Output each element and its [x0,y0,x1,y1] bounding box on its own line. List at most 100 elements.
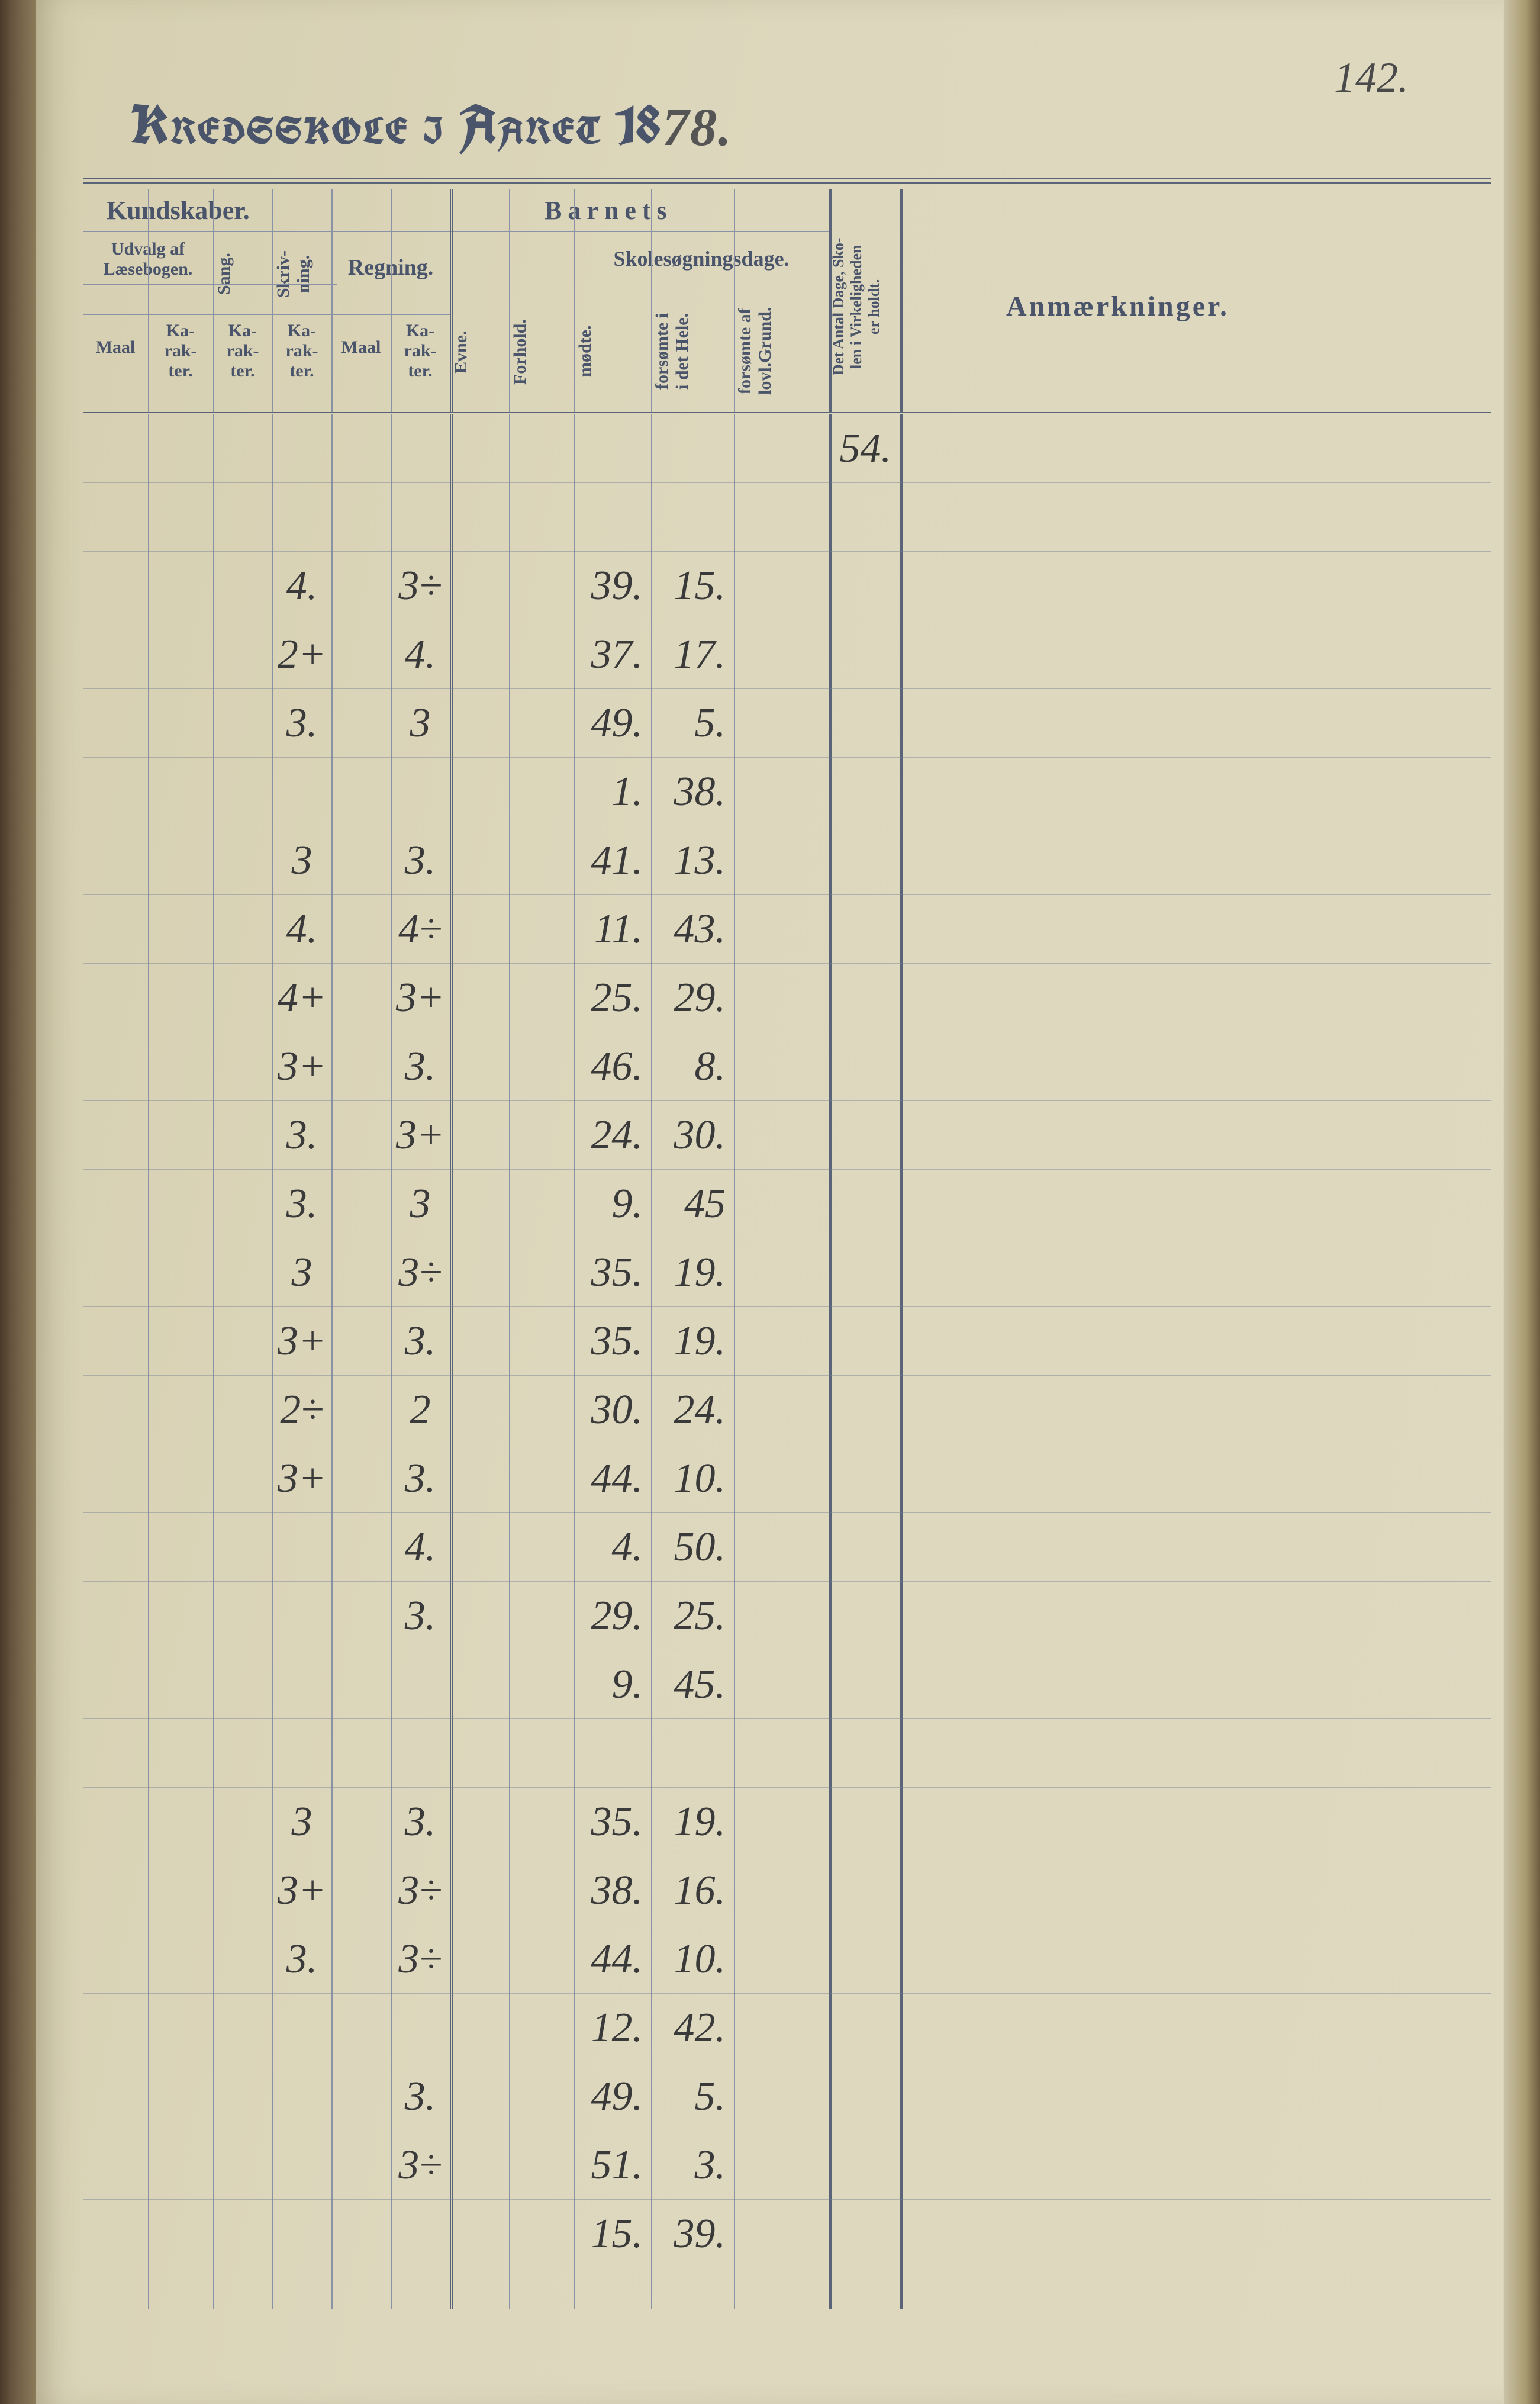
cell-fors_hele: 19. [651,1238,734,1307]
vline [574,189,575,412]
cell-regn_maal [331,1788,391,1856]
cell-evne [450,1719,509,1788]
cell-kar_sang [213,1513,272,1582]
cell-kar_sang [213,895,272,964]
cell-forhold [509,895,574,964]
cell-modte: 11. [574,895,651,964]
cell-fors_hele: 10. [651,1925,734,1994]
hdr-anmaerkninger: Anmærkninger. [1006,290,1229,323]
table-row: 15.39. [83,2200,1491,2268]
vline [148,189,149,412]
cell-fors_hele: 17. [651,620,734,689]
table-row: 3.3+24.30. [83,1101,1491,1170]
cell-kar_skriv: 3+ [272,1444,331,1513]
cell-kar_laes [148,483,213,552]
hdr-kar-sang: Ka- rak- ter. [213,321,272,381]
cell-kar_sang [213,1788,272,1856]
cell-forhold [509,1513,574,1582]
cell-modte: 39. [574,552,651,620]
cell-modte: 35. [574,1238,651,1307]
table-row: 3+3.44.10. [83,1444,1491,1513]
cell-modte: 44. [574,1925,651,1994]
cell-kar_skriv: 3. [272,1925,331,1994]
cell-regn_maal [331,414,391,483]
cell-evne [450,2062,509,2131]
table-row: 4.4÷11.43. [83,895,1491,964]
cell-kar_sang [213,2062,272,2131]
cell-forhold [509,1788,574,1856]
table-row: 3+3÷38.16. [83,1856,1491,1925]
cell-evne [450,414,509,483]
cell-evne [450,826,509,895]
cell-fors_lovl [734,895,829,964]
cell-regn_kar [391,2200,450,2268]
cell-maal1 [83,1513,148,1582]
table-row: 3÷51.3. [83,2131,1491,2200]
cell-maal1 [83,689,148,758]
cell-anm [900,552,1491,620]
cell-kar_sang [213,2131,272,2200]
cell-maal1 [83,1376,148,1444]
table-row: 3.39.45 [83,1170,1491,1238]
cell-forhold [509,1376,574,1444]
cell-fors_hele: 5. [651,2062,734,2131]
vline [450,189,453,412]
cell-regn_maal [331,689,391,758]
cell-regn_kar [391,414,450,483]
hdr-kar-laes: Ka- rak- ter. [148,321,213,381]
cell-modte: 49. [574,689,651,758]
cell-regn_maal [331,2200,391,2268]
cell-evne [450,1170,509,1238]
cell-maal1 [83,1582,148,1650]
cell-modte: 24. [574,1101,651,1170]
cell-anm [900,1444,1491,1513]
cell-antal [829,1376,900,1444]
cell-maal1 [83,826,148,895]
cell-kar_laes [148,1238,213,1307]
cell-kar_sang [213,758,272,826]
cell-kar_skriv: 3 [272,1788,331,1856]
cell-regn_maal [331,1856,391,1925]
cell-kar_skriv [272,2062,331,2131]
vline [331,189,333,412]
cell-anm [900,620,1491,689]
cell-kar_laes [148,1582,213,1650]
cell-antal [829,1170,900,1238]
cell-kar_sang [213,1856,272,1925]
cell-maal1 [83,552,148,620]
cell-kar_laes [148,1513,213,1582]
cell-fors_lovl [734,826,829,895]
vline [900,189,903,412]
cell-kar_laes [148,2062,213,2131]
title-printed: Kredsſkole i Aaret 18 [130,89,662,160]
ledger-table: Kundskaber. Barnets Udvalg af Læsebogen.… [83,189,1491,2268]
cell-regn_maal [331,1994,391,2062]
cell-fors_hele: 16. [651,1856,734,1925]
cell-antal [829,1994,900,2062]
cell-antal [829,1788,900,1856]
cell-antal [829,2200,900,2268]
cell-forhold [509,1994,574,2062]
cell-antal [829,689,900,758]
cell-fors_lovl [734,1376,829,1444]
cell-anm [900,689,1491,758]
cell-fors_hele [651,1719,734,1788]
cell-kar_laes [148,1719,213,1788]
page-number: 142. [1334,53,1409,102]
cell-antal [829,2062,900,2131]
cell-regn_kar: 3. [391,2062,450,2131]
cell-antal [829,1925,900,1994]
cell-regn_maal [331,1032,391,1101]
cell-forhold [509,1101,574,1170]
hdr-evne: Evne. [451,296,508,408]
cell-fors_lovl [734,414,829,483]
cell-modte [574,414,651,483]
cell-kar_skriv [272,1582,331,1650]
cell-fors_lovl [734,1238,829,1307]
page-title: Kredsſkole i Aaret 1878. [130,89,732,160]
cell-fors_lovl [734,620,829,689]
table-row: 2+4.37.17. [83,620,1491,689]
cell-regn_kar: 4. [391,620,450,689]
cell-kar_laes [148,1101,213,1170]
cell-maal1 [83,1788,148,1856]
